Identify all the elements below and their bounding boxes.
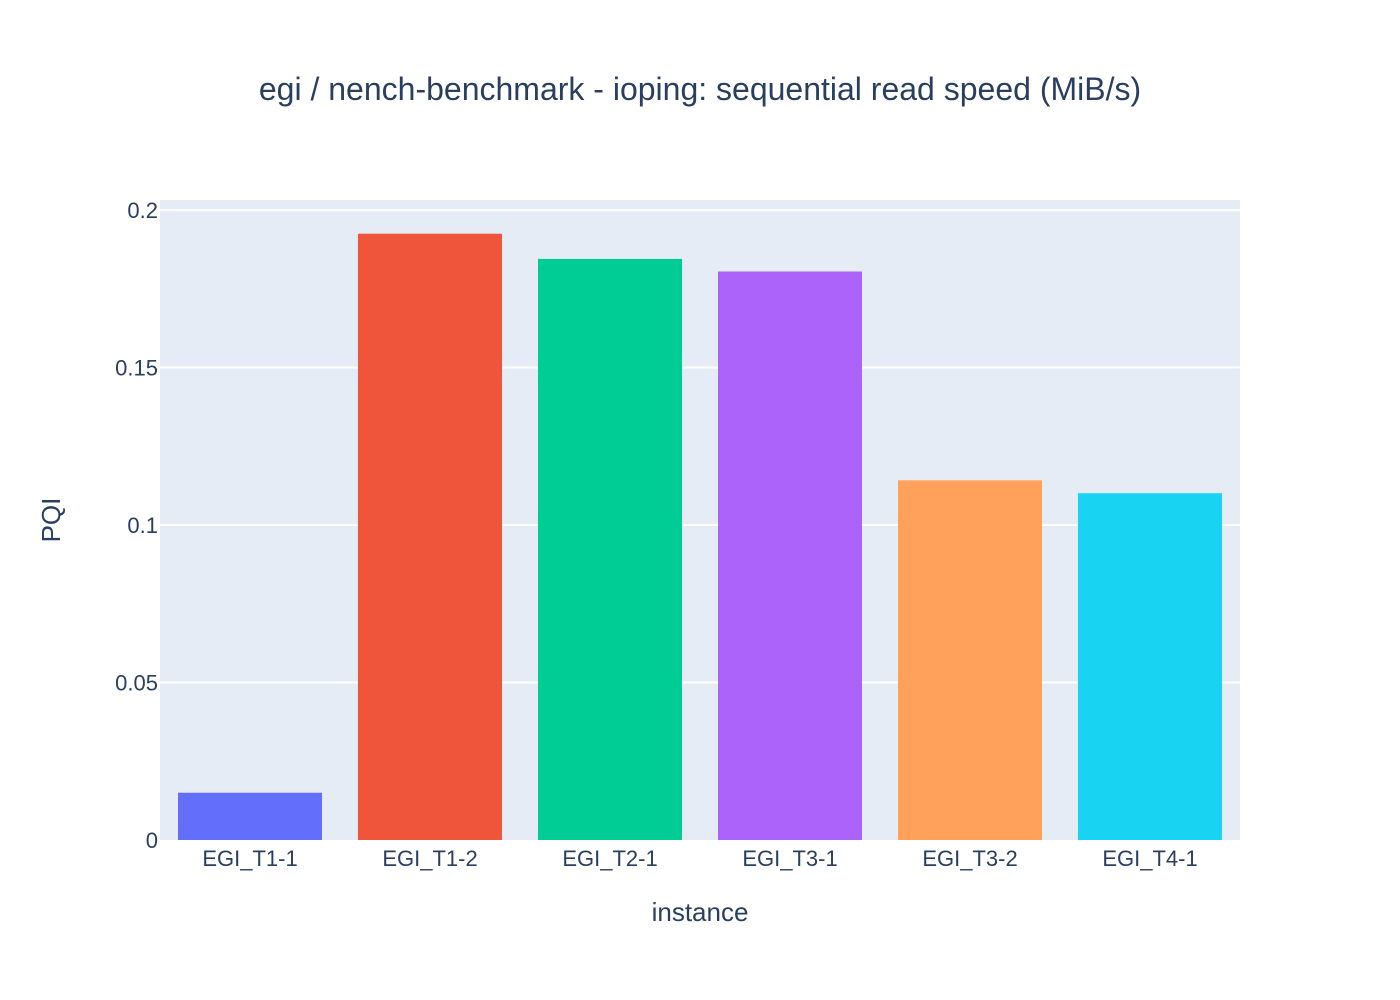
x-axis-title: instance bbox=[652, 897, 749, 927]
bar-egi_t2-1[interactable] bbox=[538, 258, 682, 840]
x-tick-label: EGI_T1-1 bbox=[202, 846, 297, 871]
bar-egi_t3-1[interactable] bbox=[718, 271, 862, 840]
x-tick-label: EGI_T2-1 bbox=[562, 846, 657, 871]
x-tick-label: EGI_T3-2 bbox=[922, 846, 1017, 871]
bars bbox=[178, 233, 1222, 840]
y-tick-label: 0 bbox=[146, 828, 158, 853]
y-tick-label: 0.1 bbox=[127, 513, 158, 538]
y-tick-labels: 0 0.05 0.1 0.15 0.2 bbox=[115, 198, 158, 853]
y-tick-label: 0.05 bbox=[115, 671, 158, 696]
bar-egi_t4-1[interactable] bbox=[1078, 493, 1222, 840]
x-tick-labels: EGI_T1-1 EGI_T1-2 EGI_T2-1 EGI_T3-1 EGI_T3-2… bbox=[202, 846, 1197, 871]
x-tick-label: EGI_T3-1 bbox=[742, 846, 837, 871]
y-axis-title: PQI bbox=[36, 498, 66, 543]
x-tick-label: EGI_T4-1 bbox=[1102, 846, 1197, 871]
plot-background bbox=[160, 200, 1240, 840]
bar-egi_t3-2[interactable] bbox=[898, 480, 1042, 840]
bar-egi_t1-2[interactable] bbox=[358, 233, 502, 840]
chart-title: egi / nench-benchmark - ioping: sequenti… bbox=[259, 71, 1141, 107]
bar-egi_t1-1[interactable] bbox=[178, 792, 322, 840]
y-tick-label: 0.15 bbox=[115, 356, 158, 381]
y-tick-label: 0.2 bbox=[127, 198, 158, 223]
x-tick-label: EGI_T1-2 bbox=[382, 846, 477, 871]
gridlines bbox=[160, 209, 1240, 684]
